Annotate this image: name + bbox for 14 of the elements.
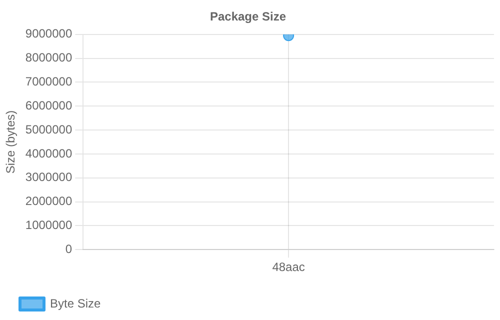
- y-tick-label: 2000000: [25, 194, 72, 208]
- y-tick-label: 5000000: [25, 122, 72, 136]
- y-tick-label: 4000000: [25, 146, 72, 160]
- y-tick-label: 6000000: [25, 98, 72, 112]
- legend-label: Byte Size: [50, 296, 102, 310]
- y-axis-title: Size (bytes): [4, 110, 18, 174]
- y-tick-label: 0: [65, 242, 72, 256]
- y-tick-label: 9000000: [25, 26, 72, 41]
- chart-title: Package Size: [210, 10, 286, 24]
- y-tick-label: 3000000: [25, 170, 72, 184]
- x-tick-label: 48aac: [272, 260, 305, 274]
- y-tick-label: 1000000: [25, 218, 72, 232]
- y-tick-label: 8000000: [25, 50, 72, 65]
- y-tick-label: 7000000: [25, 74, 72, 89]
